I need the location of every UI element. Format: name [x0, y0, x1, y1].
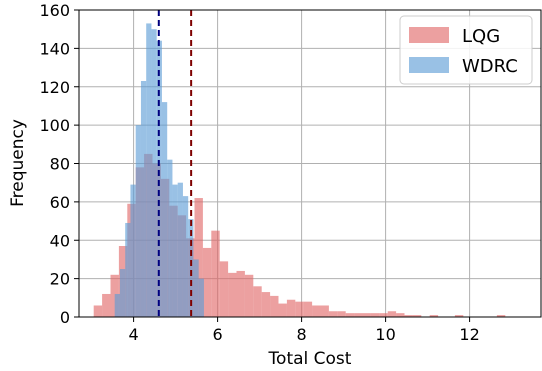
histogram-bar-lqg: [387, 311, 397, 317]
legend: LQG WDRC: [399, 15, 533, 85]
histogram-bar-lqg: [396, 313, 405, 317]
histogram-bar-wdrc: [114, 293, 120, 317]
histogram-bar-wdrc: [146, 23, 152, 318]
histogram-bar-wdrc: [198, 278, 204, 317]
histogram-bar-wdrc: [140, 80, 147, 318]
histogram-bar-lqg: [328, 311, 338, 317]
histogram-bar-wdrc: [177, 182, 183, 317]
legend-label-lqg: LQG: [462, 26, 500, 47]
histogram-bar-wdrc: [119, 269, 126, 317]
histogram-bar-lqg: [370, 313, 380, 317]
x-tick-label: 10: [375, 325, 395, 344]
histogram-bar-lqg: [228, 272, 237, 317]
histogram-bar-wdrc: [188, 219, 194, 317]
histogram-bar-wdrc: [182, 196, 189, 317]
histogram-bar-lqg: [362, 313, 371, 317]
histogram-bar-lqg: [379, 313, 388, 317]
histogram-bar-wdrc: [156, 40, 162, 317]
histogram-bar-lqg: [454, 315, 464, 317]
histogram-bar-lqg: [337, 311, 346, 317]
histogram-bar-lqg: [295, 301, 304, 317]
y-tick-label: 20: [50, 270, 70, 289]
histogram-bar-wdrc: [135, 125, 141, 317]
legend-label-wdrc: WDRC: [462, 56, 518, 77]
histogram-bar-lqg: [312, 305, 321, 317]
x-tick-label: 4: [129, 325, 139, 344]
x-tick-label: 8: [297, 325, 307, 344]
y-tick-label: 80: [50, 155, 70, 174]
histogram-bar-wdrc: [193, 259, 199, 317]
x-tick-label: 6: [213, 325, 223, 344]
bars: [93, 23, 506, 318]
histogram-bar-lqg: [261, 292, 271, 317]
mean-lines: [157, 10, 193, 317]
histogram-bar-lqg: [429, 315, 439, 317]
histogram-bar-lqg: [102, 293, 111, 317]
histogram-bar-lqg: [253, 286, 262, 317]
histogram-bar-lqg: [93, 305, 103, 317]
x-tick-label: 12: [459, 325, 479, 344]
histogram-bar-lqg: [320, 305, 329, 317]
histogram-bar-lqg: [404, 315, 413, 317]
histogram-bar-wdrc: [172, 184, 178, 317]
histogram-bar-lqg: [219, 261, 229, 317]
histogram-bar-lqg: [270, 295, 279, 317]
histogram-bar-lqg: [211, 230, 220, 317]
y-tick-label: 0: [60, 308, 70, 327]
y-tick-label: 60: [50, 193, 70, 212]
histogram-bar-wdrc: [151, 29, 157, 317]
histogram-bar-lqg: [412, 315, 422, 317]
histogram-bar-lqg: [496, 315, 506, 317]
legend-swatch-lqg: [409, 27, 449, 43]
histogram-bar-lqg: [236, 270, 245, 317]
histogram-bar-wdrc: [125, 222, 131, 317]
histogram-bar-lqg: [354, 313, 363, 317]
y-tick-label: 100: [39, 116, 70, 135]
y-tick-label: 140: [39, 39, 70, 58]
histogram-bar-lqg: [286, 299, 296, 317]
y-tick-label: 160: [39, 1, 70, 20]
y-axis-label: Frequency: [8, 119, 28, 207]
histogram-bar-lqg: [202, 247, 212, 317]
y-tick-label: 120: [39, 78, 70, 97]
histogram-bar-lqg: [345, 313, 355, 317]
histogram-bar-lqg: [194, 198, 203, 317]
x-axis-label: Total Cost: [268, 349, 352, 369]
histogram-bar-wdrc: [130, 184, 136, 317]
legend-swatch-wdrc: [409, 57, 449, 73]
histogram-bar-wdrc: [167, 159, 173, 317]
y-tick-label: 40: [50, 231, 70, 250]
histogram-bar-lqg: [244, 274, 254, 317]
histogram-bar-lqg: [278, 303, 287, 317]
histogram-bar-lqg: [303, 301, 313, 317]
histogram-bar-wdrc: [161, 102, 168, 317]
